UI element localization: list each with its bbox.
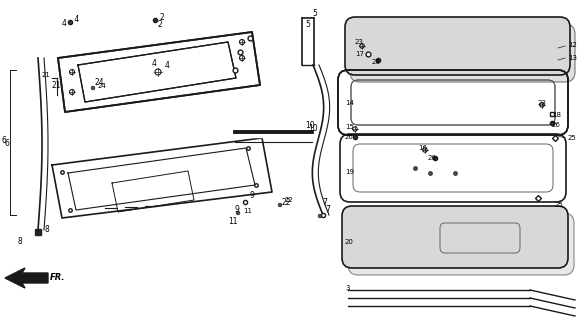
Text: 12: 12 (568, 42, 577, 48)
Text: 2: 2 (158, 20, 163, 28)
Text: 26: 26 (372, 59, 381, 65)
Text: 21: 21 (52, 81, 62, 90)
Text: 25: 25 (568, 135, 577, 141)
Text: 23: 23 (538, 100, 547, 106)
Text: 25: 25 (555, 202, 564, 208)
Text: 21: 21 (42, 72, 51, 78)
Text: 17: 17 (355, 51, 364, 57)
Polygon shape (78, 42, 236, 102)
Circle shape (236, 211, 240, 215)
Text: 2: 2 (160, 13, 165, 22)
Text: 11: 11 (228, 218, 238, 227)
Text: 22: 22 (285, 197, 294, 203)
Text: 24: 24 (98, 83, 107, 89)
Text: 4: 4 (152, 59, 157, 68)
Text: 24: 24 (95, 77, 104, 86)
Text: 13: 13 (568, 55, 577, 61)
Text: 26: 26 (552, 122, 561, 128)
Circle shape (91, 86, 95, 90)
FancyBboxPatch shape (348, 213, 574, 275)
Text: 6: 6 (5, 139, 10, 148)
Text: FR.: FR. (50, 273, 66, 282)
Text: 26: 26 (345, 134, 354, 140)
Text: 10: 10 (305, 121, 315, 130)
Text: 14: 14 (345, 100, 354, 106)
Circle shape (318, 214, 322, 218)
FancyBboxPatch shape (350, 24, 575, 82)
Text: 23: 23 (355, 39, 364, 45)
Polygon shape (5, 268, 48, 288)
Text: 8: 8 (18, 237, 23, 246)
Text: 4: 4 (72, 15, 79, 24)
Text: 19: 19 (345, 169, 354, 175)
Text: 4: 4 (165, 61, 170, 70)
Text: 9: 9 (250, 191, 255, 200)
Text: 8: 8 (45, 225, 50, 234)
Text: 7: 7 (325, 205, 330, 214)
Text: 11: 11 (243, 208, 252, 214)
Text: 16: 16 (418, 145, 427, 151)
Text: 3: 3 (345, 285, 349, 291)
FancyBboxPatch shape (345, 17, 570, 75)
FancyBboxPatch shape (342, 206, 568, 268)
Text: 5: 5 (305, 20, 310, 28)
Text: 26: 26 (428, 155, 437, 161)
Text: 7: 7 (322, 197, 327, 206)
Text: 9: 9 (235, 205, 240, 214)
FancyBboxPatch shape (351, 80, 555, 125)
Text: 10: 10 (308, 124, 318, 132)
Text: 22: 22 (282, 197, 292, 206)
Text: 5: 5 (312, 9, 317, 18)
Circle shape (278, 203, 282, 207)
Text: 15: 15 (345, 124, 354, 130)
Text: 18: 18 (552, 112, 561, 118)
Text: 4: 4 (62, 19, 67, 28)
Text: 20: 20 (345, 239, 354, 245)
Text: 6: 6 (2, 136, 7, 145)
